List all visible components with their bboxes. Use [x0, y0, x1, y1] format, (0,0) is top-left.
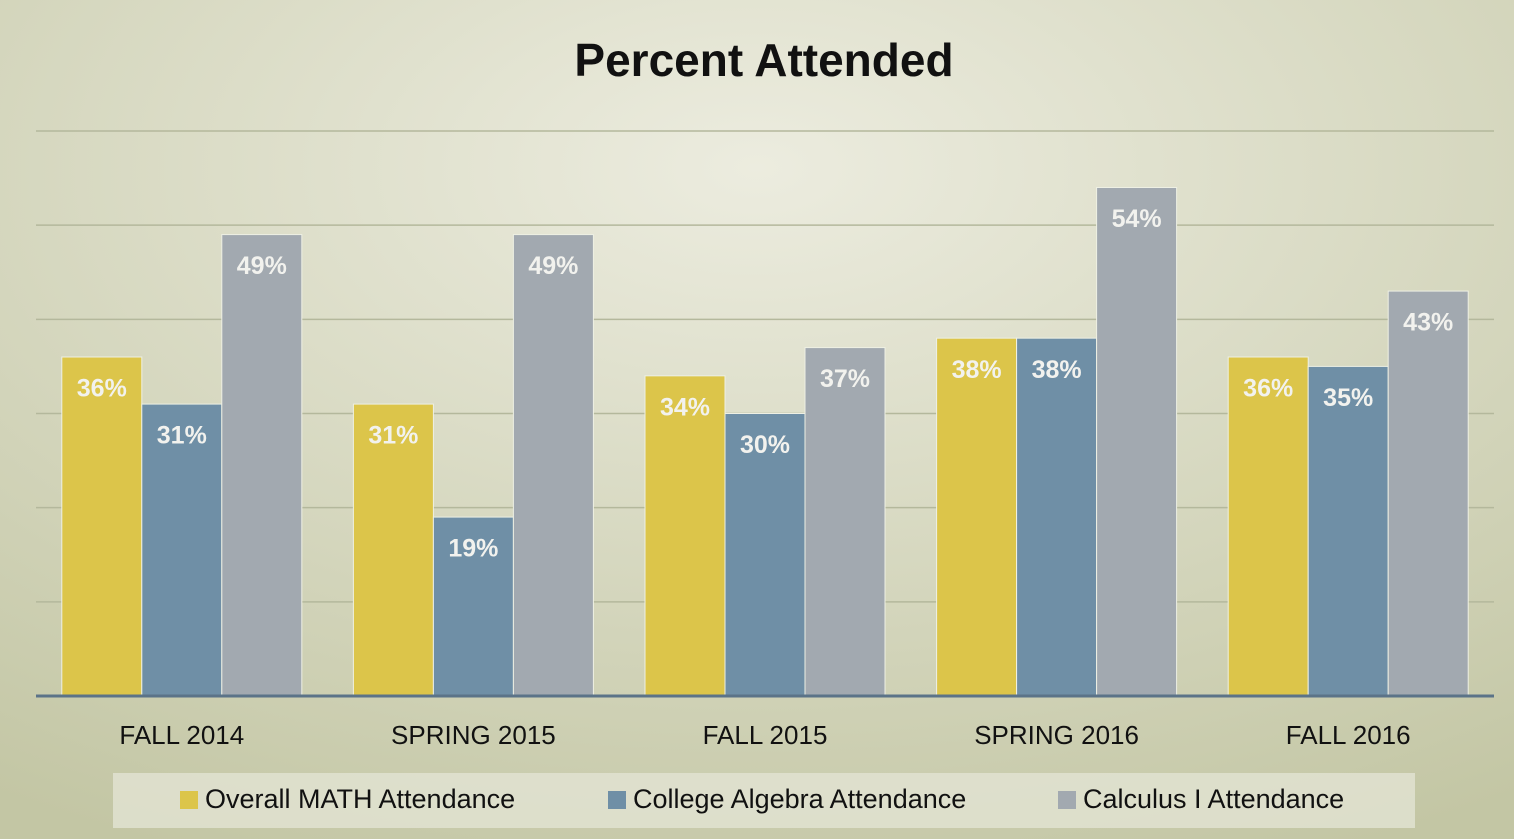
bar — [1016, 337, 1098, 697]
data-label: 36% — [1243, 375, 1293, 403]
x-tick-label: SPRING 2016 — [974, 720, 1139, 750]
data-label: 19% — [448, 535, 498, 563]
bar — [61, 356, 143, 697]
legend-swatch — [608, 791, 626, 809]
data-label: 49% — [528, 252, 578, 280]
data-label: 36% — [77, 375, 127, 403]
data-label: 31% — [368, 422, 418, 450]
bar — [644, 375, 726, 697]
legend-box — [113, 773, 1415, 828]
bar — [1096, 187, 1178, 697]
data-label: 35% — [1323, 384, 1373, 412]
bar — [804, 347, 886, 697]
data-label: 49% — [237, 252, 287, 280]
x-tick-label: SPRING 2015 — [391, 720, 556, 750]
x-tick-label: FALL 2014 — [119, 720, 244, 750]
data-label: 43% — [1403, 309, 1453, 337]
bar — [1387, 290, 1469, 697]
x-tick-label: FALL 2016 — [1286, 720, 1411, 750]
legend-swatch — [180, 791, 198, 809]
bar — [512, 234, 594, 697]
bar — [221, 234, 303, 697]
bar — [1307, 365, 1389, 697]
data-label: 37% — [820, 365, 870, 393]
data-label: 31% — [157, 422, 207, 450]
legend-label: College Algebra Attendance — [633, 784, 966, 814]
chart-title: Percent Attended — [574, 34, 953, 86]
bar — [432, 516, 514, 697]
legend-label: Calculus I Attendance — [1083, 784, 1344, 814]
bar — [352, 403, 434, 697]
legend-label: Overall MATH Attendance — [205, 784, 515, 814]
data-label: 54% — [1112, 205, 1162, 233]
bar — [936, 337, 1018, 697]
data-label: 34% — [660, 393, 710, 421]
bar — [1227, 356, 1309, 697]
data-label: 30% — [740, 431, 790, 459]
data-label: 38% — [952, 356, 1002, 384]
data-label: 38% — [1032, 356, 1082, 384]
x-tick-label: FALL 2015 — [703, 720, 828, 750]
bar — [141, 403, 223, 697]
legend-swatch — [1058, 791, 1076, 809]
